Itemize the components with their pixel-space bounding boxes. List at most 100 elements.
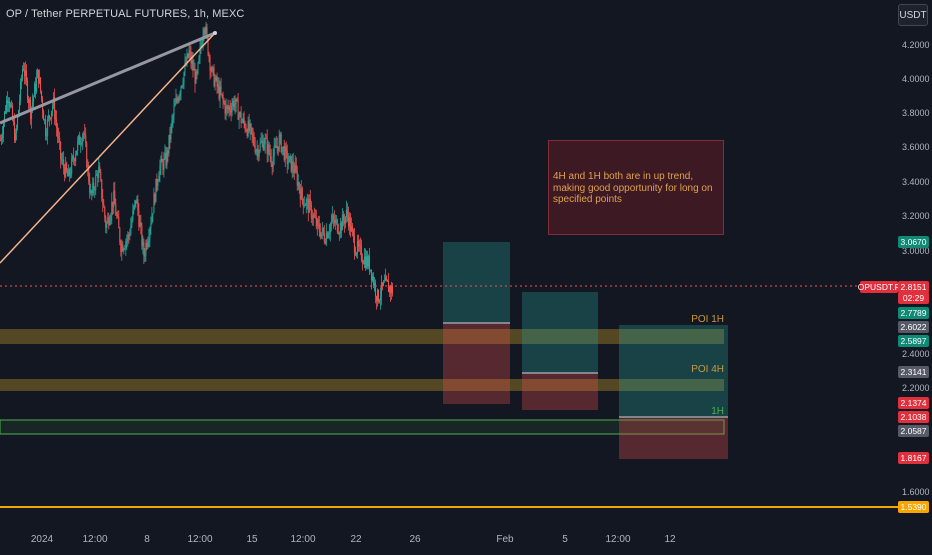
candle-body bbox=[176, 98, 178, 100]
candle-body bbox=[102, 198, 104, 205]
candle-body bbox=[40, 77, 42, 92]
candle-body bbox=[244, 123, 246, 130]
candle-body bbox=[113, 190, 115, 207]
candle-body bbox=[245, 129, 247, 131]
candle-body bbox=[257, 148, 259, 157]
candle-body bbox=[302, 198, 304, 207]
candle-body bbox=[361, 259, 363, 263]
trendline-anchor[interactable] bbox=[213, 31, 217, 35]
x-tick-label: 2024 bbox=[31, 534, 54, 545]
candle-body bbox=[268, 144, 270, 154]
candle-body bbox=[349, 217, 351, 232]
candle-body bbox=[100, 172, 102, 180]
candle-body bbox=[301, 187, 303, 199]
candle-body bbox=[351, 226, 353, 231]
candle-body bbox=[221, 93, 223, 95]
candle-body bbox=[276, 146, 278, 149]
candle-body bbox=[264, 138, 266, 145]
candle-body bbox=[310, 203, 312, 219]
candle-body bbox=[36, 77, 38, 92]
candle-body bbox=[334, 219, 336, 224]
candle-body bbox=[343, 220, 345, 224]
candle-body bbox=[104, 207, 106, 218]
price-badge-text: 2.5897 bbox=[901, 336, 927, 346]
candle-body bbox=[262, 140, 264, 150]
candle-body bbox=[173, 106, 175, 117]
candle-body bbox=[384, 276, 386, 281]
poi-4h-zone bbox=[0, 379, 724, 391]
price-badge-text: 2.1374 bbox=[901, 398, 927, 408]
candle-body bbox=[377, 289, 379, 302]
candle-body bbox=[17, 117, 19, 129]
candle-body bbox=[216, 76, 218, 87]
candle-body bbox=[174, 103, 176, 107]
candle-body bbox=[193, 68, 195, 71]
candle-body bbox=[229, 106, 231, 111]
price-badge-bg bbox=[860, 281, 898, 293]
candle-body bbox=[234, 104, 236, 108]
candle-body bbox=[188, 50, 190, 58]
candle-body bbox=[88, 164, 90, 182]
candle-body bbox=[240, 112, 242, 123]
currency-button[interactable]: USDT bbox=[898, 4, 928, 26]
candle-body bbox=[261, 140, 263, 142]
candle-body bbox=[250, 124, 252, 128]
candle-body bbox=[189, 50, 191, 53]
candle-body bbox=[20, 81, 22, 101]
candle-body bbox=[196, 71, 198, 74]
candle-body bbox=[237, 100, 239, 120]
candle-body bbox=[345, 210, 347, 217]
candle-body bbox=[19, 100, 21, 111]
candle-body bbox=[270, 156, 272, 164]
candle-body bbox=[117, 216, 119, 218]
candle-body bbox=[281, 146, 283, 153]
candle-body bbox=[106, 222, 108, 229]
candle-body bbox=[83, 133, 85, 135]
trendline-orange[interactable] bbox=[0, 32, 216, 264]
candle-body bbox=[325, 232, 327, 244]
candle-body bbox=[37, 69, 39, 78]
x-tick-label: Feb bbox=[496, 534, 514, 545]
candle-body bbox=[87, 164, 89, 168]
candle-body bbox=[246, 130, 248, 136]
candle-body bbox=[184, 62, 186, 73]
candle-body bbox=[70, 174, 72, 176]
y-tick-label: 3.4000 bbox=[902, 177, 930, 187]
candle-body bbox=[313, 214, 315, 217]
candle-body bbox=[181, 85, 183, 87]
candle-body bbox=[119, 228, 121, 243]
candle-body bbox=[370, 269, 372, 281]
candle-body bbox=[265, 138, 267, 139]
note-textbox[interactable]: 4H and 1H both are in up trend, making g… bbox=[548, 140, 724, 235]
candle-body bbox=[98, 166, 100, 179]
x-tick-label: 8 bbox=[144, 534, 150, 545]
candle-body bbox=[116, 215, 118, 217]
candle-body bbox=[253, 137, 255, 146]
candle-body bbox=[238, 114, 240, 120]
candle-body bbox=[380, 282, 382, 297]
price-badge-text: 1.8167 bbox=[901, 453, 927, 463]
candle-body bbox=[80, 143, 82, 145]
candle-body bbox=[120, 242, 122, 252]
long-position-1-profit bbox=[443, 242, 510, 323]
price-badge-bg bbox=[898, 452, 929, 464]
y-tick-label: 2.2000 bbox=[902, 383, 930, 393]
candle-body bbox=[315, 217, 317, 227]
candle-body bbox=[146, 243, 148, 247]
y-tick-label: 1.6000 bbox=[902, 487, 930, 497]
price-badge-bg bbox=[898, 321, 929, 333]
trendline-gray[interactable] bbox=[0, 31, 216, 125]
candle-body bbox=[108, 217, 110, 225]
candle-body bbox=[39, 77, 41, 83]
candle-body bbox=[136, 198, 138, 204]
trendlines bbox=[0, 31, 217, 264]
candle-body bbox=[111, 201, 113, 216]
candle-body bbox=[138, 210, 140, 227]
candle-body bbox=[330, 221, 332, 225]
candle-body bbox=[52, 104, 54, 112]
candle-body bbox=[123, 248, 125, 252]
candle-body bbox=[305, 200, 307, 206]
x-tick-label: 26 bbox=[409, 534, 421, 545]
